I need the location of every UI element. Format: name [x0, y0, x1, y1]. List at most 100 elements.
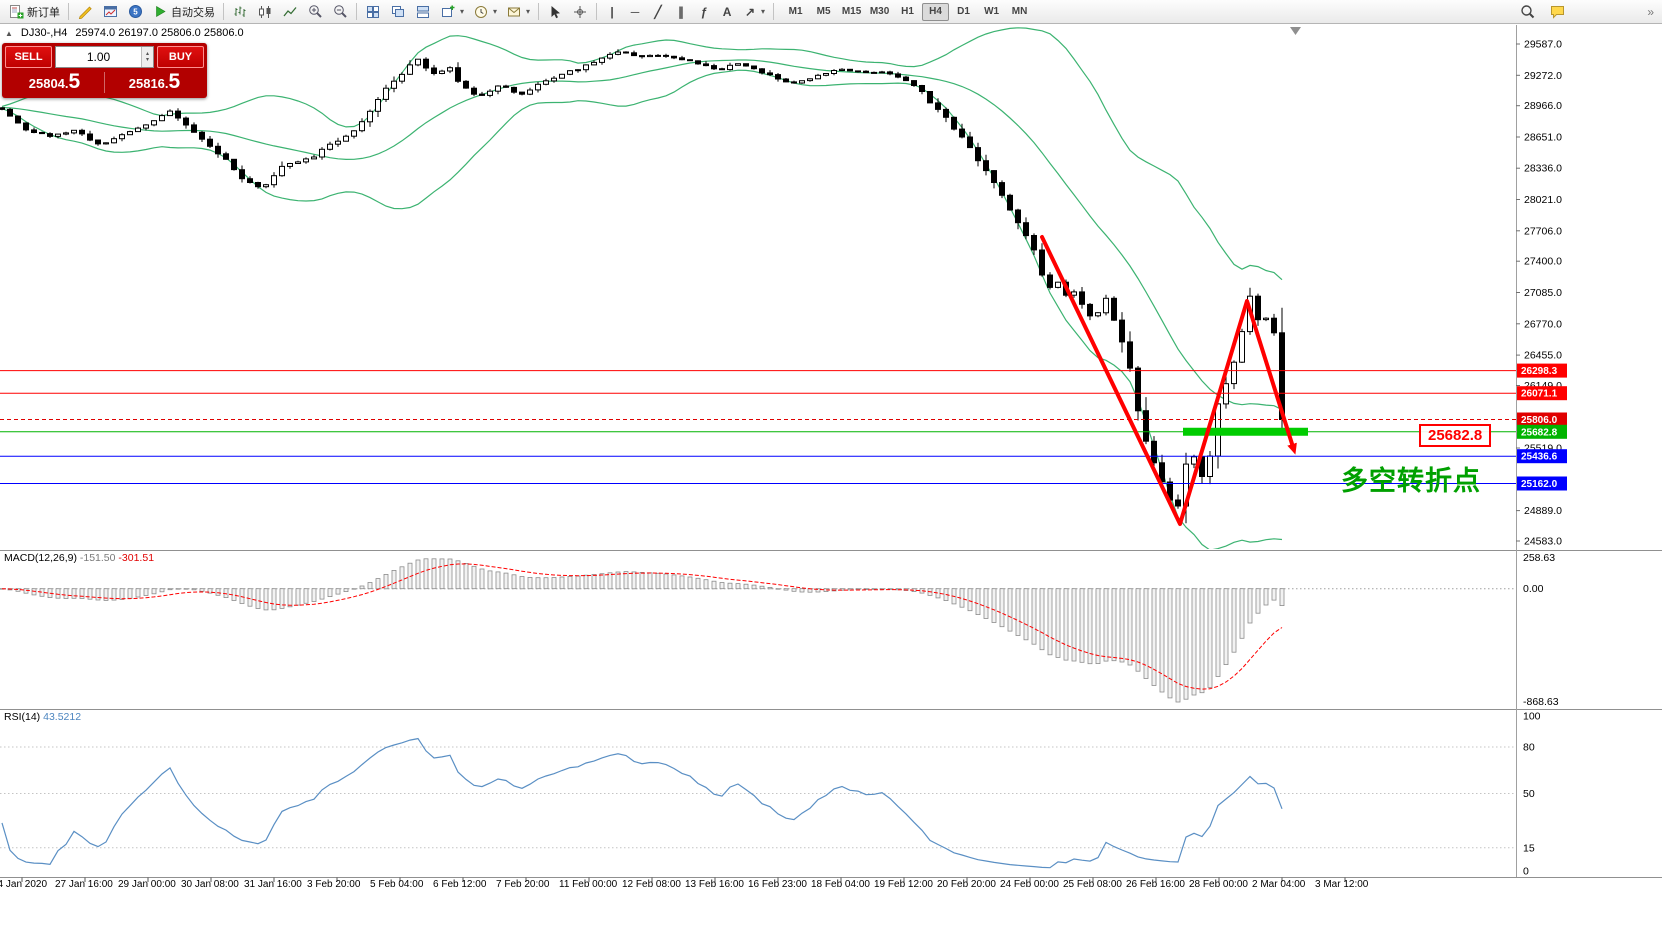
templates-button[interactable]: ▾ — [502, 2, 534, 22]
timeframe-button-d1[interactable]: D1 — [950, 3, 977, 21]
time-label: 20 Feb 20:00 — [937, 879, 996, 890]
svg-text:28651.0: 28651.0 — [1524, 132, 1562, 144]
svg-text:28021.0: 28021.0 — [1524, 194, 1562, 206]
buy-button[interactable]: BUY — [157, 46, 204, 68]
new-order-icon — [8, 4, 24, 20]
buy-price[interactable]: 25816.5 — [105, 70, 204, 95]
axis-price-box-25436.6 — [1517, 449, 1567, 464]
trendline-tool-button[interactable]: ╱ — [647, 2, 669, 22]
text-tool-icon: A — [722, 4, 732, 19]
time-label: 6 Feb 12:00 — [433, 879, 487, 890]
community-icon: 5 — [127, 4, 143, 20]
chart-window-button[interactable] — [98, 2, 122, 22]
macd-value: -151.50 — [79, 552, 116, 564]
autotrade-play-icon — [152, 4, 168, 20]
timeframe-button-m1[interactable]: M1 — [782, 3, 809, 21]
candles — [0, 49, 1285, 524]
horizontal-line-tool-button[interactable]: ─ — [624, 2, 646, 22]
svg-text:26298.3: 26298.3 — [1521, 366, 1558, 377]
fibonacci-tool-button[interactable]: ƒ — [693, 2, 715, 22]
new-chart-dropdown-arrow[interactable]: ▾ — [460, 7, 465, 16]
vertical-line-tool-button[interactable]: | — [601, 2, 623, 22]
time-label: 13 Feb 16:00 — [685, 879, 744, 890]
svg-text:15: 15 — [1523, 842, 1535, 854]
toolbar: 新订单 5 自动交易 ▾ ▾ ▾ | ─ ╱ ∥ ƒ A ↗ ▾ M1 M5 M15 M30 H1 H4 D1 W1 MN… — [0, 0, 1662, 24]
time-label: 12 Feb 08:00 — [622, 879, 681, 890]
toolbar-separator — [538, 3, 540, 20]
line-chart-type-button[interactable] — [278, 2, 302, 22]
tile-windows-button[interactable] — [361, 2, 385, 22]
volume-spinner[interactable]: ▴ ▾ — [141, 47, 153, 67]
svg-text:29272.0: 29272.0 — [1524, 70, 1562, 82]
sell-price[interactable]: 25804.5 — [5, 70, 104, 95]
svg-text:27085.0: 27085.0 — [1524, 287, 1562, 299]
time-label: 7 Feb 20:00 — [496, 879, 550, 890]
time-label: 31 Jan 16:00 — [244, 879, 302, 890]
new-order-button[interactable]: 新订单 — [4, 2, 64, 22]
time-axis[interactable]: 24 Jan 2020 27 Jan 16:00 29 Jan 00:00 30 Ja… — [0, 879, 1662, 894]
chart-shift-marker[interactable] — [1290, 27, 1301, 35]
time-label: 26 Feb 16:00 — [1126, 879, 1185, 890]
ohlc-values: 25974.0 26197.0 25806.0 25806.0 — [75, 27, 244, 39]
trend-arrow[interactable] — [1040, 235, 1297, 526]
crosshair-button[interactable] — [568, 2, 592, 22]
spinner-down-icon[interactable]: ▾ — [145, 57, 149, 63]
periods-button[interactable]: ▾ — [469, 2, 501, 22]
time-label: 25 Feb 08:00 — [1063, 879, 1122, 890]
periods-dropdown-arrow[interactable]: ▾ — [493, 7, 498, 16]
price-tag-annotation[interactable]: 25682.8 — [1419, 424, 1492, 447]
timeframe-buttons: M1 M5 M15 M30 H1 H4 D1 W1 MN — [782, 2, 1033, 21]
svg-text:-868.63: -868.63 — [1523, 696, 1559, 708]
chat-button[interactable] — [1545, 2, 1569, 22]
candlestick-type-button[interactable] — [253, 2, 277, 22]
candles-icon — [257, 4, 273, 20]
new-chart-icon — [440, 4, 456, 20]
search-button[interactable] — [1515, 2, 1539, 22]
text-tool-button[interactable]: A — [716, 2, 738, 22]
toolbar-buttons: 新订单 5 自动交易 ▾ ▾ ▾ | ─ ╱ ∥ ƒ A ↗ ▾ — [4, 2, 777, 22]
timeframe-button-h1[interactable]: H1 — [894, 3, 921, 21]
metaeditor-button[interactable] — [73, 2, 97, 22]
timeframe-button-m30[interactable]: M30 — [866, 3, 893, 21]
timeframe-button-h4[interactable]: H4 — [922, 2, 950, 21]
toolbar-overflow-icon[interactable]: » — [1647, 4, 1654, 19]
price-axis[interactable]: 29587.0 29272.0 28966.0 28651.0 28336.0 28021… — [1516, 39, 1567, 548]
channel-tool-button[interactable]: ∥ — [670, 2, 692, 22]
arrows-tool-button[interactable]: ↗ ▾ — [739, 2, 769, 22]
macd-indicator-label: MACD(12,26,9) -151.50 -301.51 — [4, 552, 154, 564]
auto-trading-label: 自动交易 — [171, 6, 215, 19]
chat-icon — [1549, 4, 1565, 20]
bars-icon — [232, 4, 248, 20]
templates-dropdown-arrow[interactable]: ▾ — [526, 7, 531, 16]
svg-text:24583.0: 24583.0 — [1524, 536, 1562, 548]
volume-input[interactable] — [56, 47, 141, 67]
new-chart-button[interactable]: ▾ — [436, 2, 468, 22]
sell-button[interactable]: SELL — [5, 46, 52, 68]
timeframe-button-m5[interactable]: M5 — [810, 3, 837, 21]
spinner-up-icon[interactable]: ▴ — [145, 51, 149, 57]
bollinger-middle — [1, 59, 1283, 411]
svg-text:26455.0: 26455.0 — [1524, 350, 1562, 362]
bar-chart-type-button[interactable] — [228, 2, 252, 22]
timeframe-button-mn[interactable]: MN — [1006, 3, 1033, 21]
vertical-line-tool-icon: | — [610, 4, 614, 19]
panel-chrome — [0, 25, 1662, 878]
mql5-community-button[interactable]: 5 — [123, 2, 147, 22]
buy-price-main: 25816. — [128, 76, 169, 91]
zoom-out-icon — [332, 4, 348, 20]
auto-trading-button[interactable]: 自动交易 — [148, 2, 219, 22]
volume-field: ▴ ▾ — [55, 46, 154, 68]
zoom-out-button[interactable] — [328, 2, 352, 22]
cursor-button[interactable] — [543, 2, 567, 22]
timeframe-button-m15[interactable]: M15 — [838, 3, 865, 21]
zoom-in-button[interactable] — [303, 2, 327, 22]
cascade-windows-button[interactable] — [386, 2, 410, 22]
svg-text:0: 0 — [1523, 866, 1529, 878]
arrange-windows-button[interactable] — [411, 2, 435, 22]
timeframe-button-w1[interactable]: W1 — [978, 3, 1005, 21]
arrows-tool-dropdown-arrow[interactable]: ▾ — [761, 7, 766, 16]
one-click-collapse-arrow[interactable]: ▲ — [5, 28, 13, 38]
sell-price-big-digit: 5 — [68, 70, 81, 93]
fibonacci-tool-icon: ƒ — [700, 4, 708, 19]
